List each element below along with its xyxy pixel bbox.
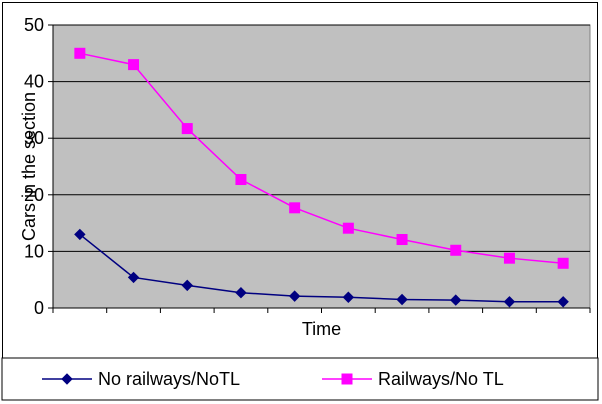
- data-point: [396, 293, 408, 306]
- data-point: [503, 252, 515, 264]
- data-point: [289, 202, 301, 214]
- y-tick-label: 50: [24, 15, 44, 35]
- legend-entry-2: Railways/No TL: [322, 369, 504, 389]
- y-tick-label: 40: [24, 72, 44, 92]
- plot-area: [52, 24, 591, 309]
- series-line: [79, 52, 564, 265]
- gridlines: [53, 24, 590, 252]
- legend-entry-1: No railways/NoTL: [42, 369, 240, 389]
- legend-label: Railways/No TL: [378, 369, 504, 389]
- y-tick-label: 20: [24, 185, 44, 205]
- data-point: [127, 271, 140, 284]
- data-point: [181, 123, 193, 135]
- series-line: [79, 233, 564, 303]
- legend: No railways/NoTL Railways/No TL: [1, 357, 599, 401]
- data-point: [235, 174, 247, 186]
- y-tick-label: 0: [34, 298, 44, 318]
- data-point: [74, 228, 86, 241]
- y-tick-label: 10: [24, 241, 44, 261]
- series-layer: [74, 47, 569, 308]
- data-point: [342, 291, 355, 303]
- x-axis-title: Time: [302, 319, 341, 339]
- legend-swatch-marker: [61, 373, 73, 385]
- data-point: [235, 287, 247, 299]
- data-point: [288, 290, 301, 302]
- series-2: [74, 47, 569, 269]
- data-point: [74, 47, 86, 59]
- data-point: [181, 279, 193, 292]
- legend-box: [1, 357, 599, 401]
- y-axis-ticks: 0 10 20 30 40 50: [24, 15, 591, 318]
- data-point: [557, 257, 569, 269]
- data-point: [396, 234, 408, 246]
- y-axis-title: Cars in the section: [19, 92, 39, 241]
- legend-label: No railways/NoTL: [98, 369, 240, 389]
- data-point: [557, 296, 569, 308]
- data-point: [342, 222, 354, 234]
- data-point: [128, 59, 140, 71]
- series-1: [74, 228, 569, 308]
- legend-swatch-marker: [341, 373, 353, 385]
- data-point: [503, 296, 516, 308]
- data-point: [450, 294, 462, 306]
- data-point: [450, 244, 462, 256]
- y-tick-label: 30: [24, 128, 44, 148]
